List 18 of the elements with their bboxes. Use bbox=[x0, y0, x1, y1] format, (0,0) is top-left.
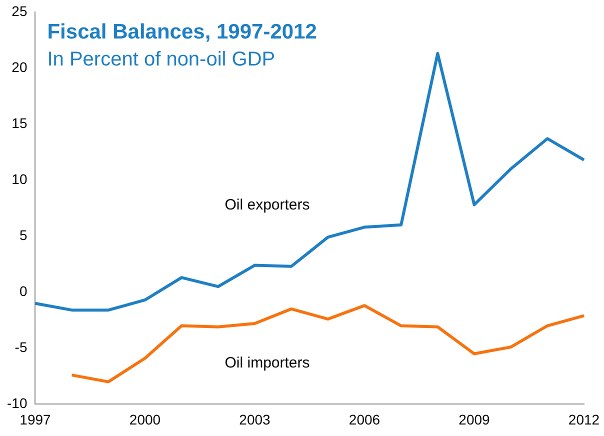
x-tick-label: 2009 bbox=[458, 411, 490, 428]
x-tick-label: 2000 bbox=[129, 411, 161, 428]
y-tick-label: 15 bbox=[12, 114, 28, 131]
x-tick-label: 2003 bbox=[239, 411, 271, 428]
y-tick-label: 20 bbox=[12, 58, 28, 75]
series-label: Oil exporters bbox=[224, 196, 310, 214]
x-tick-label: 2012 bbox=[568, 411, 600, 428]
y-tick-label: 5 bbox=[19, 226, 28, 243]
y-tick-label: 10 bbox=[12, 170, 28, 187]
series-label: Oil importers bbox=[224, 354, 310, 372]
y-tick-label: 0 bbox=[19, 283, 28, 299]
chart-title: Fiscal Balances, 1997-2012 bbox=[47, 20, 317, 44]
y-tick-label: 25 bbox=[12, 2, 28, 19]
y-tick-label: -5 bbox=[14, 339, 28, 356]
y-tick-label: -10 bbox=[7, 395, 28, 412]
x-tick-label: 2006 bbox=[348, 411, 380, 428]
x-tick-label: 1997 bbox=[20, 411, 52, 428]
text: In Percent of non-oil GDP bbox=[47, 48, 276, 71]
